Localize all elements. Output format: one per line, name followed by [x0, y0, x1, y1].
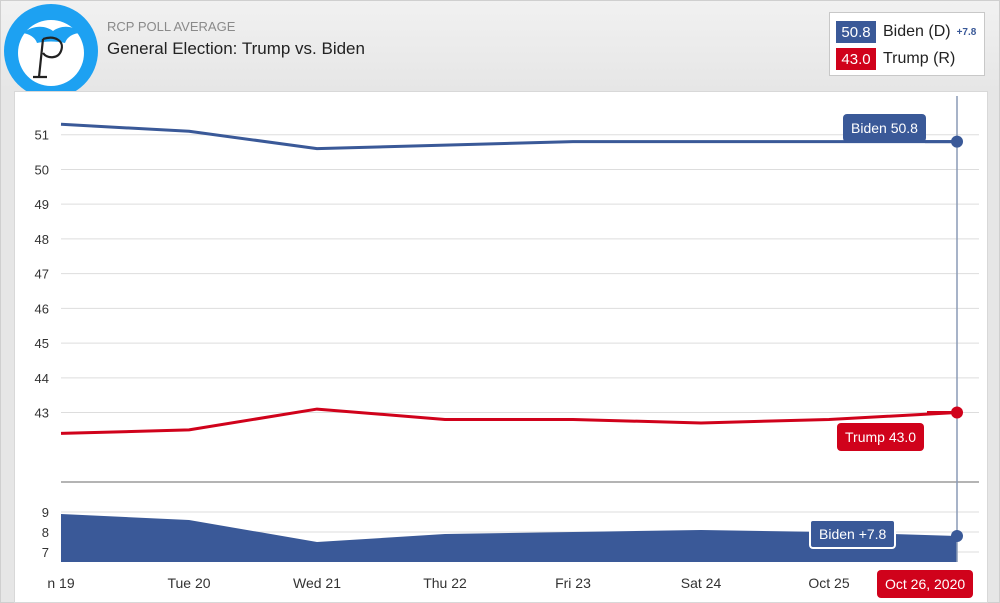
x-tick-label: n 19 — [47, 575, 74, 591]
x-tick-label: Wed 21 — [293, 575, 341, 591]
y-tick-label: 48 — [35, 232, 49, 247]
spread-y-tick-label: 8 — [42, 525, 49, 540]
page-title: General Election: Trump vs. Biden — [107, 39, 365, 58]
series-line-trump — [60, 407, 958, 435]
spread-area — [61, 514, 957, 562]
legend: 50.8 Biden (D) +7.8 43.0 Trump (R) — [829, 12, 985, 76]
y-tick-label: 47 — [35, 267, 49, 282]
x-tick-label: Thu 22 — [423, 575, 467, 591]
y-tick-label: 43 — [35, 406, 49, 421]
legend-trump-label: Trump (R) — [883, 50, 956, 67]
tooltip-trump: Trump 43.0 — [837, 423, 925, 451]
tooltip-date: Oct 26, 2020 — [877, 570, 974, 598]
legend-item-biden[interactable]: 50.8 Biden (D) +7.8 — [836, 21, 976, 43]
tooltip-biden: Biden 50.8 — [843, 114, 926, 142]
x-tick-label: Sat 24 — [681, 575, 722, 591]
y-tick-label: 46 — [35, 301, 49, 316]
y-tick-label: 49 — [35, 197, 49, 212]
spread-y-tick-label: 7 — [42, 545, 49, 560]
spread-y-tick-label: 9 — [42, 505, 49, 520]
legend-biden-value: 50.8 — [836, 21, 876, 43]
y-tick-label: 45 — [35, 336, 49, 351]
spread-point — [951, 530, 963, 542]
y-tick-label: 44 — [35, 371, 49, 386]
x-tick-label: Fri 23 — [555, 575, 591, 591]
legend-item-trump[interactable]: 43.0 Trump (R) — [836, 48, 955, 70]
x-tick-label: Oct 25 — [808, 575, 849, 591]
legend-biden-margin: +7.8 — [956, 26, 977, 38]
x-tick-label: Tue 20 — [167, 575, 210, 591]
y-tick-label: 51 — [35, 128, 49, 143]
poll-average-label: RCP POLL AVERAGE — [107, 19, 236, 34]
plot-area[interactable]: 43 44 45 46 47 48 49 50 51 7 8 9 n 19 Tue 20 Wed 21 Thu… — [14, 91, 988, 603]
tooltip-spread: Biden +7.8 — [809, 519, 897, 549]
logo-icon — [4, 4, 98, 98]
legend-trump-value: 43.0 — [836, 48, 876, 70]
series-line-biden — [60, 122, 957, 151]
legend-biden-label: Biden (D) — [883, 23, 951, 40]
y-tick-label: 50 — [35, 162, 49, 177]
